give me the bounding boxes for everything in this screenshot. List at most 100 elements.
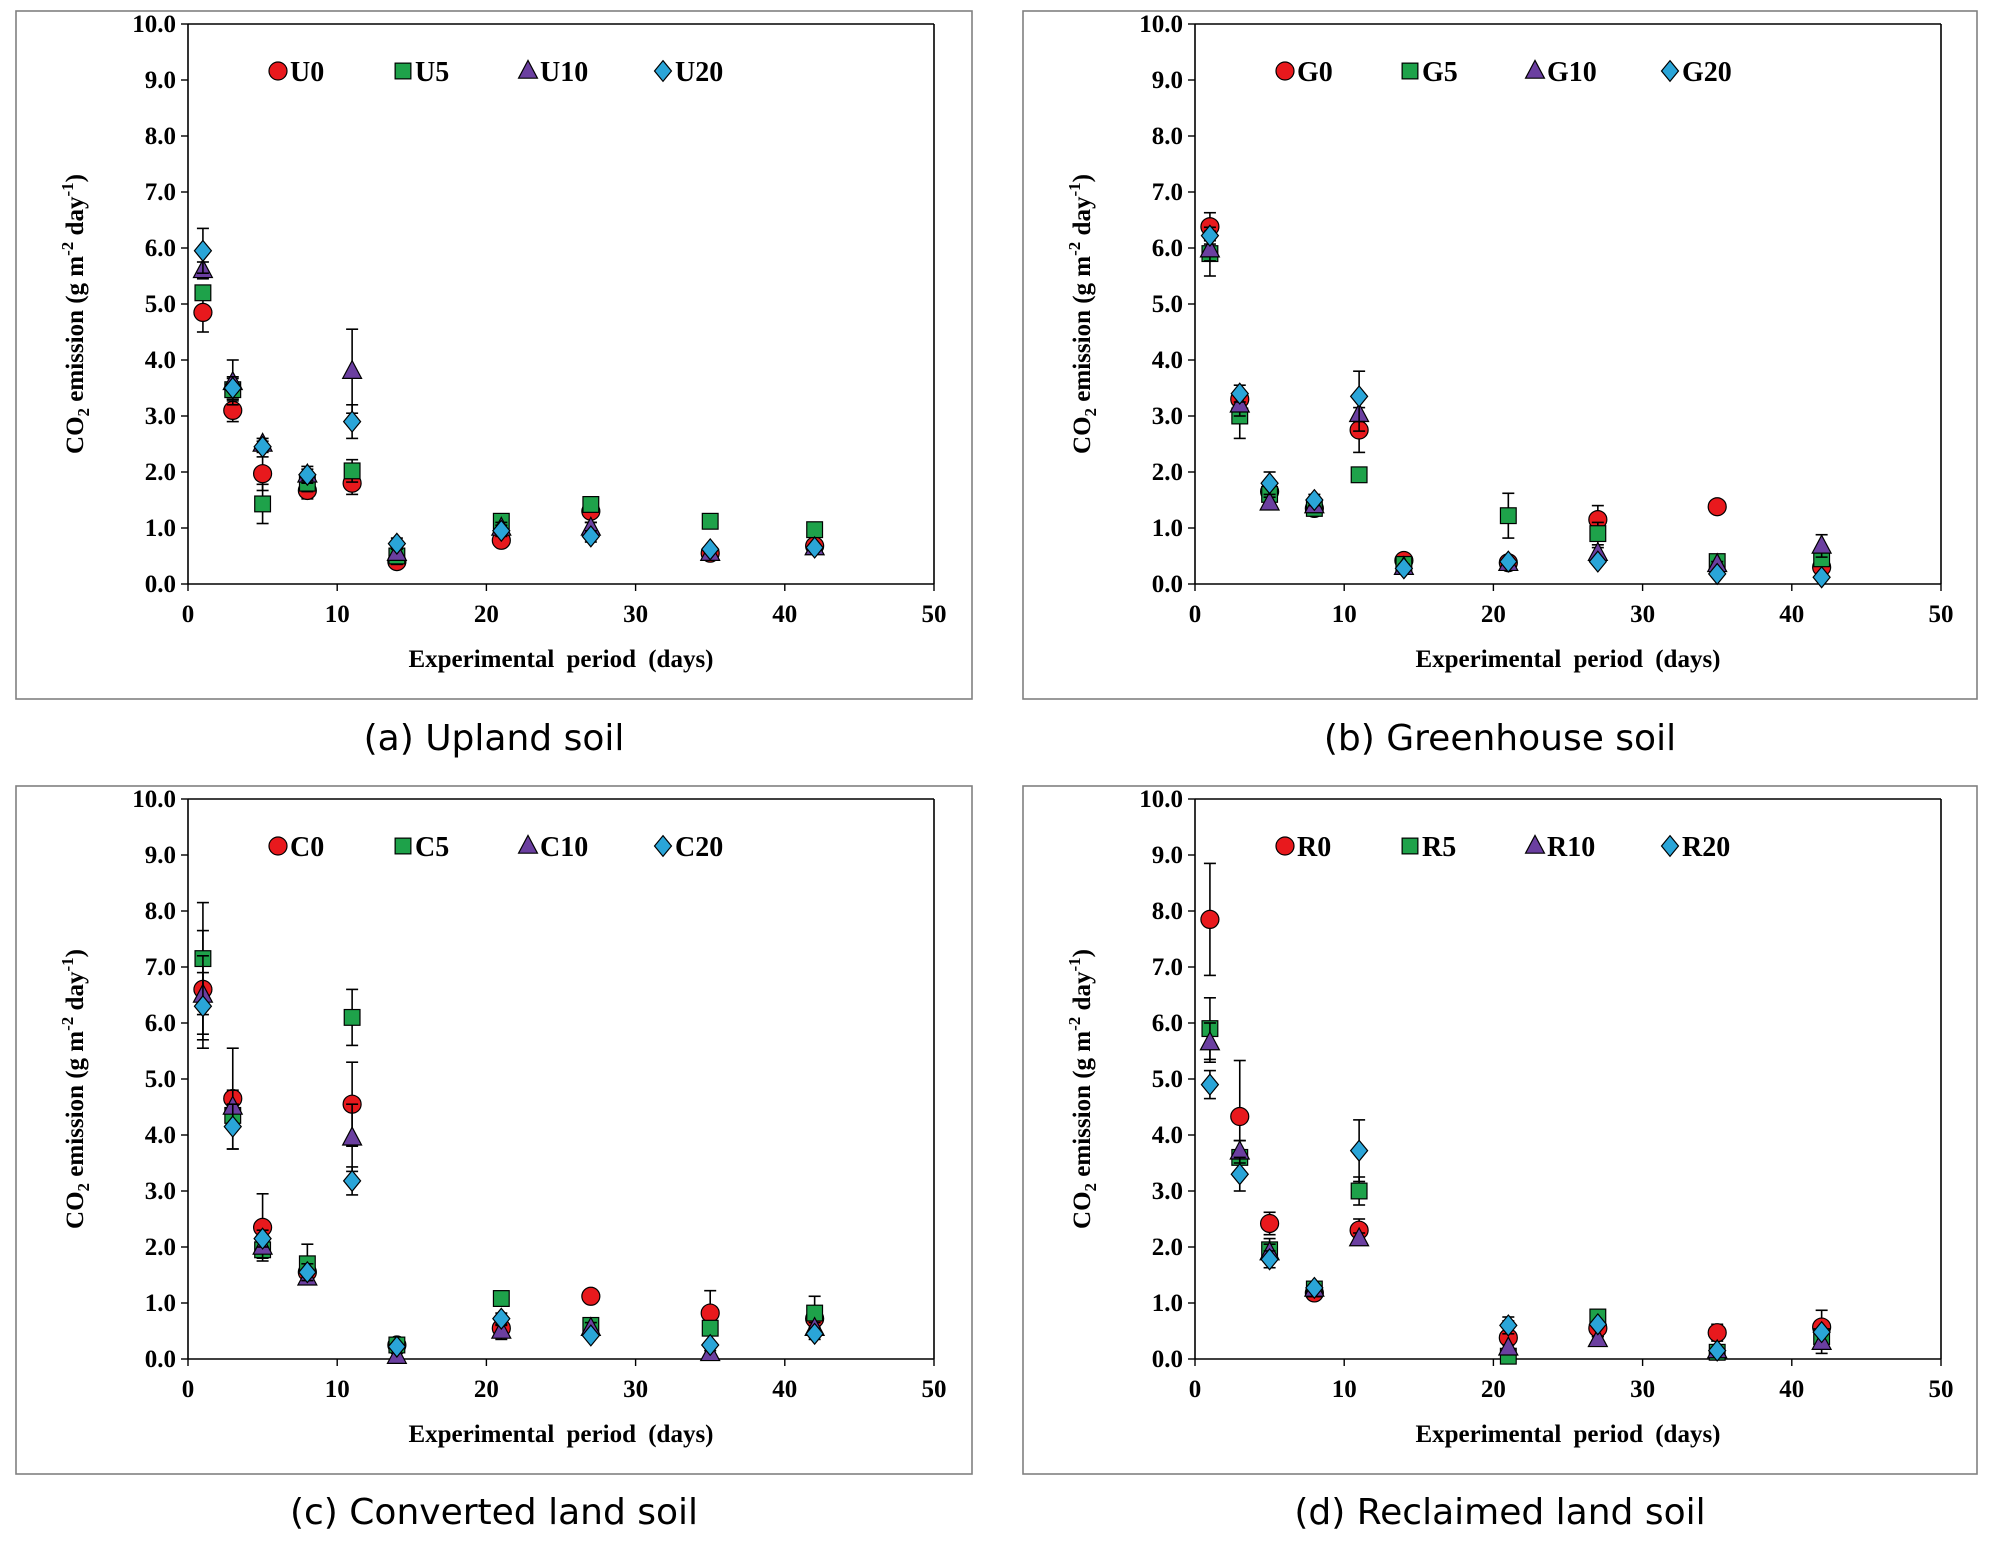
- y-tick-label: 10.0: [132, 11, 176, 38]
- data-point: [341, 1125, 363, 1146]
- data-point: [343, 1008, 361, 1026]
- legend-label: R20: [1682, 832, 1730, 863]
- data-point: [1199, 1030, 1221, 1051]
- data-point: [582, 496, 600, 513]
- x-tick-label: 20: [474, 1376, 499, 1403]
- data-point: [1589, 525, 1607, 543]
- x-tick-label: 40: [772, 1376, 797, 1403]
- data-point: [1707, 497, 1727, 517]
- legend-entry: G10: [1524, 57, 1597, 88]
- data-point: [581, 1286, 601, 1306]
- legend-marker: [517, 834, 539, 854]
- x-tick-label: 10: [325, 601, 350, 628]
- data-point: [342, 410, 362, 433]
- data-point: [387, 532, 407, 555]
- y-tick-label: 7.0: [1152, 179, 1183, 206]
- x-tick-label: 0: [1189, 601, 1202, 628]
- y-tick-label: 8.0: [1152, 123, 1183, 150]
- data-point: [253, 1227, 272, 1250]
- y-tick-label: 6.0: [145, 1010, 176, 1037]
- data-point: [1200, 1073, 1220, 1096]
- data-point: [1499, 550, 1518, 573]
- y-tick-label: 0.0: [1152, 571, 1183, 598]
- data-point: [492, 1307, 511, 1330]
- data-point: [1200, 224, 1220, 247]
- y-tick-label: 0.0: [145, 1346, 176, 1373]
- data-point: [700, 537, 720, 561]
- y-tick-label: 3.0: [145, 403, 176, 430]
- data-point: [806, 521, 824, 539]
- legend-entry: G5: [1401, 57, 1458, 88]
- legend-label: G20: [1682, 57, 1732, 88]
- data-point: [1230, 1162, 1250, 1186]
- data-point: [253, 464, 273, 484]
- y-tick-label: 0.0: [1152, 1346, 1183, 1373]
- data-point: [1305, 1276, 1324, 1300]
- data-point: [1707, 1339, 1727, 1362]
- data-point: [387, 1335, 407, 1358]
- data-point: [223, 376, 243, 400]
- data-point: [1588, 1312, 1608, 1336]
- chart-c: 0.0 1.0 2.0 3.0 4.0 5.0 6.0 7.0 8.0 9.0 10.0 0 10 20 3…: [15, 785, 973, 1475]
- data-point: [1707, 562, 1727, 586]
- y-tick-label: 10.0: [1139, 11, 1183, 38]
- x-tick-label: 10: [325, 1376, 350, 1403]
- data-point: [701, 512, 719, 530]
- data-point: [1200, 909, 1220, 929]
- y-tick-label: 8.0: [145, 898, 176, 925]
- y-tick-label: 7.0: [145, 179, 176, 206]
- legend-label: U5: [415, 57, 449, 88]
- data-point: [700, 1333, 720, 1357]
- x-axis-title: Experimental period (days): [408, 1421, 713, 1448]
- legend-marker: [268, 836, 288, 856]
- legend-marker: [1660, 59, 1680, 83]
- legend-marker: [1275, 61, 1295, 81]
- data-point: [492, 519, 511, 543]
- y-tick-label: 5.0: [1152, 1066, 1183, 1093]
- y-tick-label: 9.0: [145, 67, 176, 94]
- legend-entry: U0: [268, 57, 324, 88]
- series-R20: [1200, 1069, 1831, 1362]
- series-C20: [193, 971, 824, 1358]
- data-point: [1260, 471, 1279, 495]
- data-point: [193, 302, 213, 322]
- chart-panel-b: 0.0 1.0 2.0 3.0 4.0 5.0 6.0 7.0 8.0 9.0 10.0 0 10 20 3…: [1022, 10, 1978, 700]
- legend-marker: [394, 837, 412, 855]
- data-point: [1349, 1139, 1369, 1162]
- y-axis-title: CO2 emission (g m-2 day-1): [58, 174, 93, 454]
- legend-label: C20: [675, 832, 723, 863]
- data-point: [253, 435, 272, 459]
- y-tick-label: 5.0: [145, 1066, 176, 1093]
- legend-label: C5: [415, 832, 449, 863]
- x-axis-title: Experimental period (days): [1415, 1421, 1720, 1448]
- x-tick-label: 10: [1332, 601, 1357, 628]
- x-tick-label: 30: [623, 601, 648, 628]
- caption-a: (a) Upland soil: [363, 718, 625, 759]
- legend-label: G10: [1547, 57, 1597, 88]
- series-G20: [1200, 224, 1831, 589]
- legend-label: R0: [1297, 832, 1331, 863]
- legend-entry: G0: [1275, 57, 1333, 88]
- y-tick-label: 10.0: [1139, 786, 1183, 813]
- data-point: [1349, 385, 1369, 408]
- data-point: [223, 1115, 243, 1138]
- data-point: [805, 536, 824, 559]
- x-tick-label: 30: [1630, 601, 1655, 628]
- data-point: [298, 463, 317, 487]
- y-axis-title: CO2 emission (g m-2 day-1): [1065, 174, 1100, 454]
- legend-entry: G20: [1660, 57, 1732, 88]
- data-point: [193, 994, 213, 1018]
- data-point: [1811, 534, 1833, 554]
- y-tick-label: 9.0: [1152, 842, 1183, 869]
- y-tick-label: 6.0: [145, 235, 176, 262]
- x-tick-label: 50: [922, 1376, 947, 1403]
- data-point: [254, 495, 272, 513]
- data-point: [194, 284, 212, 302]
- x-axis-title: Experimental period (days): [408, 646, 713, 673]
- y-tick-label: 9.0: [145, 842, 176, 869]
- data-point: [1394, 557, 1414, 580]
- caption-d: (d) Reclaimed land soil: [1294, 1492, 1706, 1533]
- legend-marker: [653, 59, 673, 83]
- y-tick-label: 8.0: [1152, 898, 1183, 925]
- caption-c: (c) Converted land soil: [289, 1492, 699, 1533]
